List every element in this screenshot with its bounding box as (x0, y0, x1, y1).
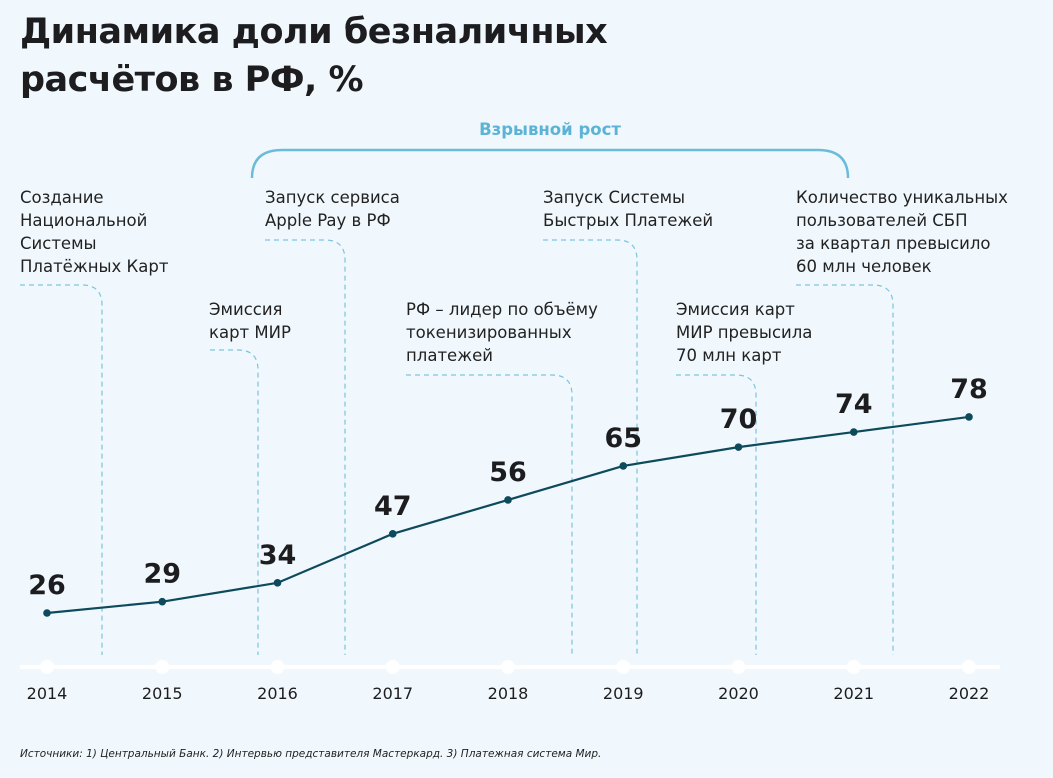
data-label: 70 (720, 404, 758, 435)
data-point (849, 428, 858, 436)
bracket-label: Взрывной рост (479, 120, 621, 139)
data-label: 74 (835, 389, 873, 420)
series-line (46, 415, 970, 615)
annotation-connector-6 (796, 284, 894, 655)
data-label: 65 (604, 423, 642, 454)
annotation-sbp-users: Количество уникальных пользователей СБП … (796, 188, 1008, 276)
data-point (43, 609, 51, 617)
axis-tick-dot (616, 660, 631, 674)
x-tick-label: 2015 (142, 684, 183, 703)
x-tick-label: 2014 (27, 684, 68, 703)
annotation-sbp-launch: Запуск Системы Быстрых Платежей (543, 188, 714, 230)
annotation-mir-emission: Эмиссия карт МИР (209, 300, 291, 342)
x-tick-label: 2017 (372, 684, 413, 703)
x-tick-label: 2019 (603, 684, 644, 703)
annotation-apple-pay: Запуск сервиса Apple Pay в РФ (265, 188, 400, 230)
axis-tick-dot (155, 660, 170, 674)
data-point (158, 597, 167, 606)
data-label: 47 (374, 491, 412, 522)
annotation-connector-5 (676, 374, 757, 655)
axis-tick-dot (731, 660, 746, 674)
data-point (734, 443, 743, 451)
x-tick-label: 2018 (488, 684, 529, 703)
data-label: 78 (950, 374, 988, 405)
axis-tick-dot (846, 660, 861, 674)
annotation-connector-1 (210, 349, 259, 655)
x-tick-label: 2016 (257, 684, 298, 703)
data-point (388, 530, 397, 538)
x-tick-label: 2022 (949, 684, 990, 703)
data-label: 26 (28, 570, 66, 601)
source-note: Источники: 1) Центральный Банк. 2) Интер… (20, 748, 602, 760)
axis-tick-dot (962, 660, 976, 674)
x-tick-label: 2020 (718, 684, 759, 703)
data-label: 56 (489, 457, 527, 488)
annotation-connector-3 (406, 374, 573, 655)
data-label: 29 (143, 559, 181, 590)
data-label: 34 (259, 540, 297, 571)
annotation-connector-4 (543, 239, 638, 655)
data-point (619, 462, 628, 470)
annotation-nspk: Создание Национальной Системы Платёжных … (20, 188, 169, 276)
axis-tick-dot (270, 660, 285, 674)
bracket (250, 148, 850, 179)
data-point (965, 413, 973, 421)
annotation-tokenization: РФ – лидер по объёму токенизированных пл… (406, 300, 598, 365)
chart-title: Динамика доли безналичных расчётов в РФ,… (20, 12, 608, 100)
axis-tick-dot (40, 660, 54, 674)
annotation-connector-0 (20, 284, 103, 655)
annotation-mir-70m: Эмиссия карт МИР превысила 70 млн карт (676, 300, 813, 365)
data-point (273, 579, 282, 587)
data-point (504, 496, 512, 504)
annotation-connector-2 (265, 239, 346, 655)
x-tick-label: 2021 (833, 684, 874, 703)
axis-tick-dot (385, 660, 400, 674)
axis-tick-dot (501, 660, 515, 674)
